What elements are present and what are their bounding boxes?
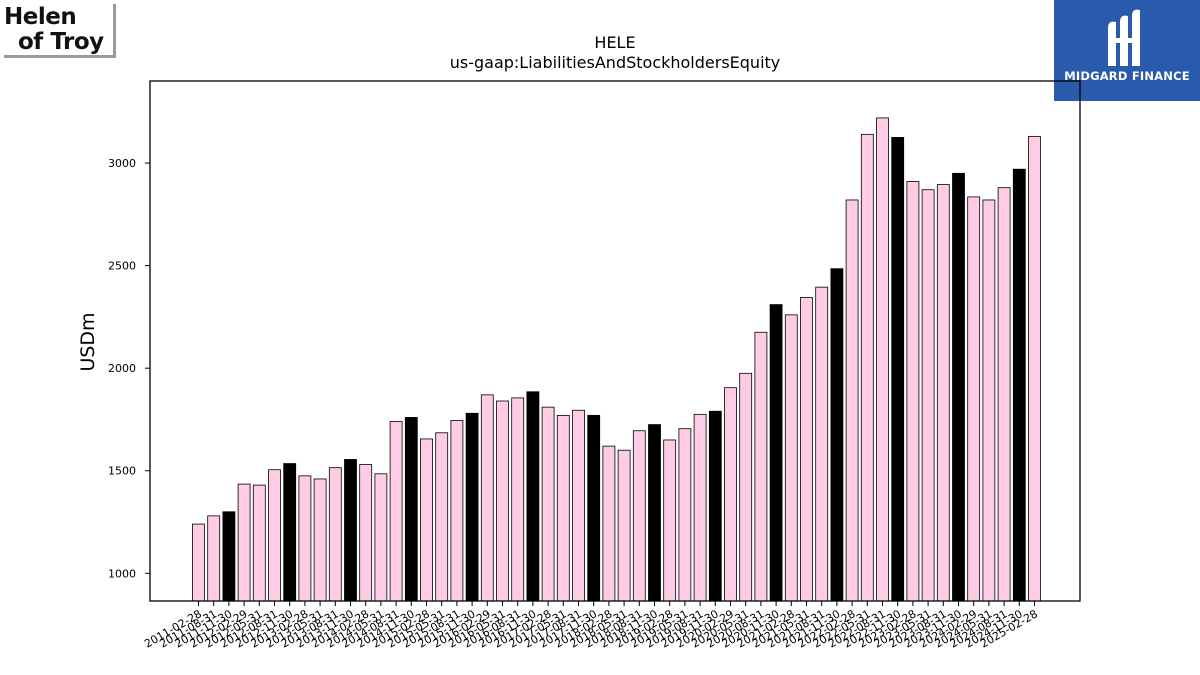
logo-line-1: Helen xyxy=(4,4,77,30)
bar-2016-11-30 xyxy=(526,391,540,602)
bar-2015-02-28 xyxy=(420,438,433,602)
bar-2021-11-30 xyxy=(830,268,844,602)
bar-2015-11-30 xyxy=(465,412,479,602)
bar-2016-08-31 xyxy=(511,397,525,602)
bar-2016-02-29 xyxy=(480,394,494,602)
y-tick-label-2500: 2500 xyxy=(108,260,136,273)
x-axis: 2011-02-282011-08-312011-11-302012-02-29… xyxy=(142,601,1040,651)
bar-2023-05-31 xyxy=(921,189,935,602)
midgard-finance-logo: MIDGARD FINANCE xyxy=(1054,0,1200,101)
bar-2020-08-31 xyxy=(754,331,768,602)
bar-2024-08-31 xyxy=(997,187,1011,602)
bar-2011-11-30 xyxy=(222,511,236,602)
bar-2014-02-28 xyxy=(359,464,373,602)
bar-2019-02-28 xyxy=(663,439,677,602)
y-tick-label-2000: 2000 xyxy=(108,362,136,375)
y-tick-label-1500: 1500 xyxy=(108,465,136,478)
helen-of-troy-logo: Helen of Troy xyxy=(4,4,116,58)
logo-line-2: of Troy xyxy=(18,29,104,55)
bar-2012-08-31 xyxy=(268,469,281,602)
bar-2011-08-31 xyxy=(207,515,221,602)
bar-2021-05-31 xyxy=(800,297,813,602)
bar-2015-05-31 xyxy=(435,432,449,602)
y-tick-label-1000: 1000 xyxy=(108,567,136,580)
bar-2025-02-28 xyxy=(1028,135,1041,602)
bar-2011-02-28 xyxy=(192,523,205,602)
bar-2022-08-31 xyxy=(876,117,889,602)
bar-2012-02-29 xyxy=(237,483,251,602)
bar-2012-11-30 xyxy=(283,463,297,602)
bar-2023-02-28 xyxy=(906,181,920,602)
bar-2018-05-31 xyxy=(617,449,631,602)
midgard-finance-name: MIDGARD FINANCE xyxy=(1064,69,1190,83)
y-axis-label: USDm xyxy=(77,312,99,371)
bar-2013-11-30 xyxy=(344,459,357,602)
bar-2020-02-29 xyxy=(724,387,737,602)
bar-2017-11-30 xyxy=(587,414,601,602)
bar-2024-05-31 xyxy=(982,199,996,602)
bar-2014-08-31 xyxy=(389,421,403,602)
bar-2020-11-30 xyxy=(769,304,783,602)
bar-2018-02-28 xyxy=(602,445,616,602)
bar-2013-08-31 xyxy=(328,467,342,602)
bar-2021-02-28 xyxy=(784,314,798,602)
bar-2018-11-30 xyxy=(648,424,661,602)
bar-2017-05-31 xyxy=(556,414,570,602)
midgard-emblem-icon xyxy=(1108,9,1140,67)
bar-2023-11-30 xyxy=(952,172,965,602)
bar-2019-08-31 xyxy=(693,413,707,602)
bar-2024-02-29 xyxy=(967,196,981,602)
bar-2018-08-31 xyxy=(632,430,646,602)
y-axis: 1000 1500 2000 2500 3000 xyxy=(108,157,150,580)
bar-2022-05-31 xyxy=(860,133,874,602)
bar-2019-11-30 xyxy=(708,410,722,602)
bar-2014-05-31 xyxy=(374,473,388,602)
chart-title: HELE xyxy=(594,33,635,52)
bar-2021-08-31 xyxy=(815,286,829,602)
bar-2015-08-31 xyxy=(450,420,464,602)
bar-2020-05-31 xyxy=(739,372,753,602)
bar-2013-05-31 xyxy=(313,478,327,602)
bar-2022-02-28 xyxy=(845,199,859,602)
chart-subtitle: us-gaap:LiabilitiesAndStockholdersEquity xyxy=(450,53,781,72)
plot-frame xyxy=(149,80,1081,602)
bar-2017-02-28 xyxy=(541,406,555,602)
bar-2022-11-30 xyxy=(891,137,905,602)
bar-2012-05-31 xyxy=(252,484,266,602)
bar-2013-02-28 xyxy=(298,475,312,602)
bar-2024-11-30 xyxy=(1012,168,1026,602)
bars-group xyxy=(192,117,1041,602)
bar-2023-08-31 xyxy=(936,184,950,602)
bar-2017-08-31 xyxy=(572,409,585,602)
bar-2016-05-31 xyxy=(496,400,509,602)
y-tick-label-3000: 3000 xyxy=(108,157,136,170)
bar-2019-05-31 xyxy=(678,428,692,602)
bar-2014-11-30 xyxy=(404,417,418,602)
